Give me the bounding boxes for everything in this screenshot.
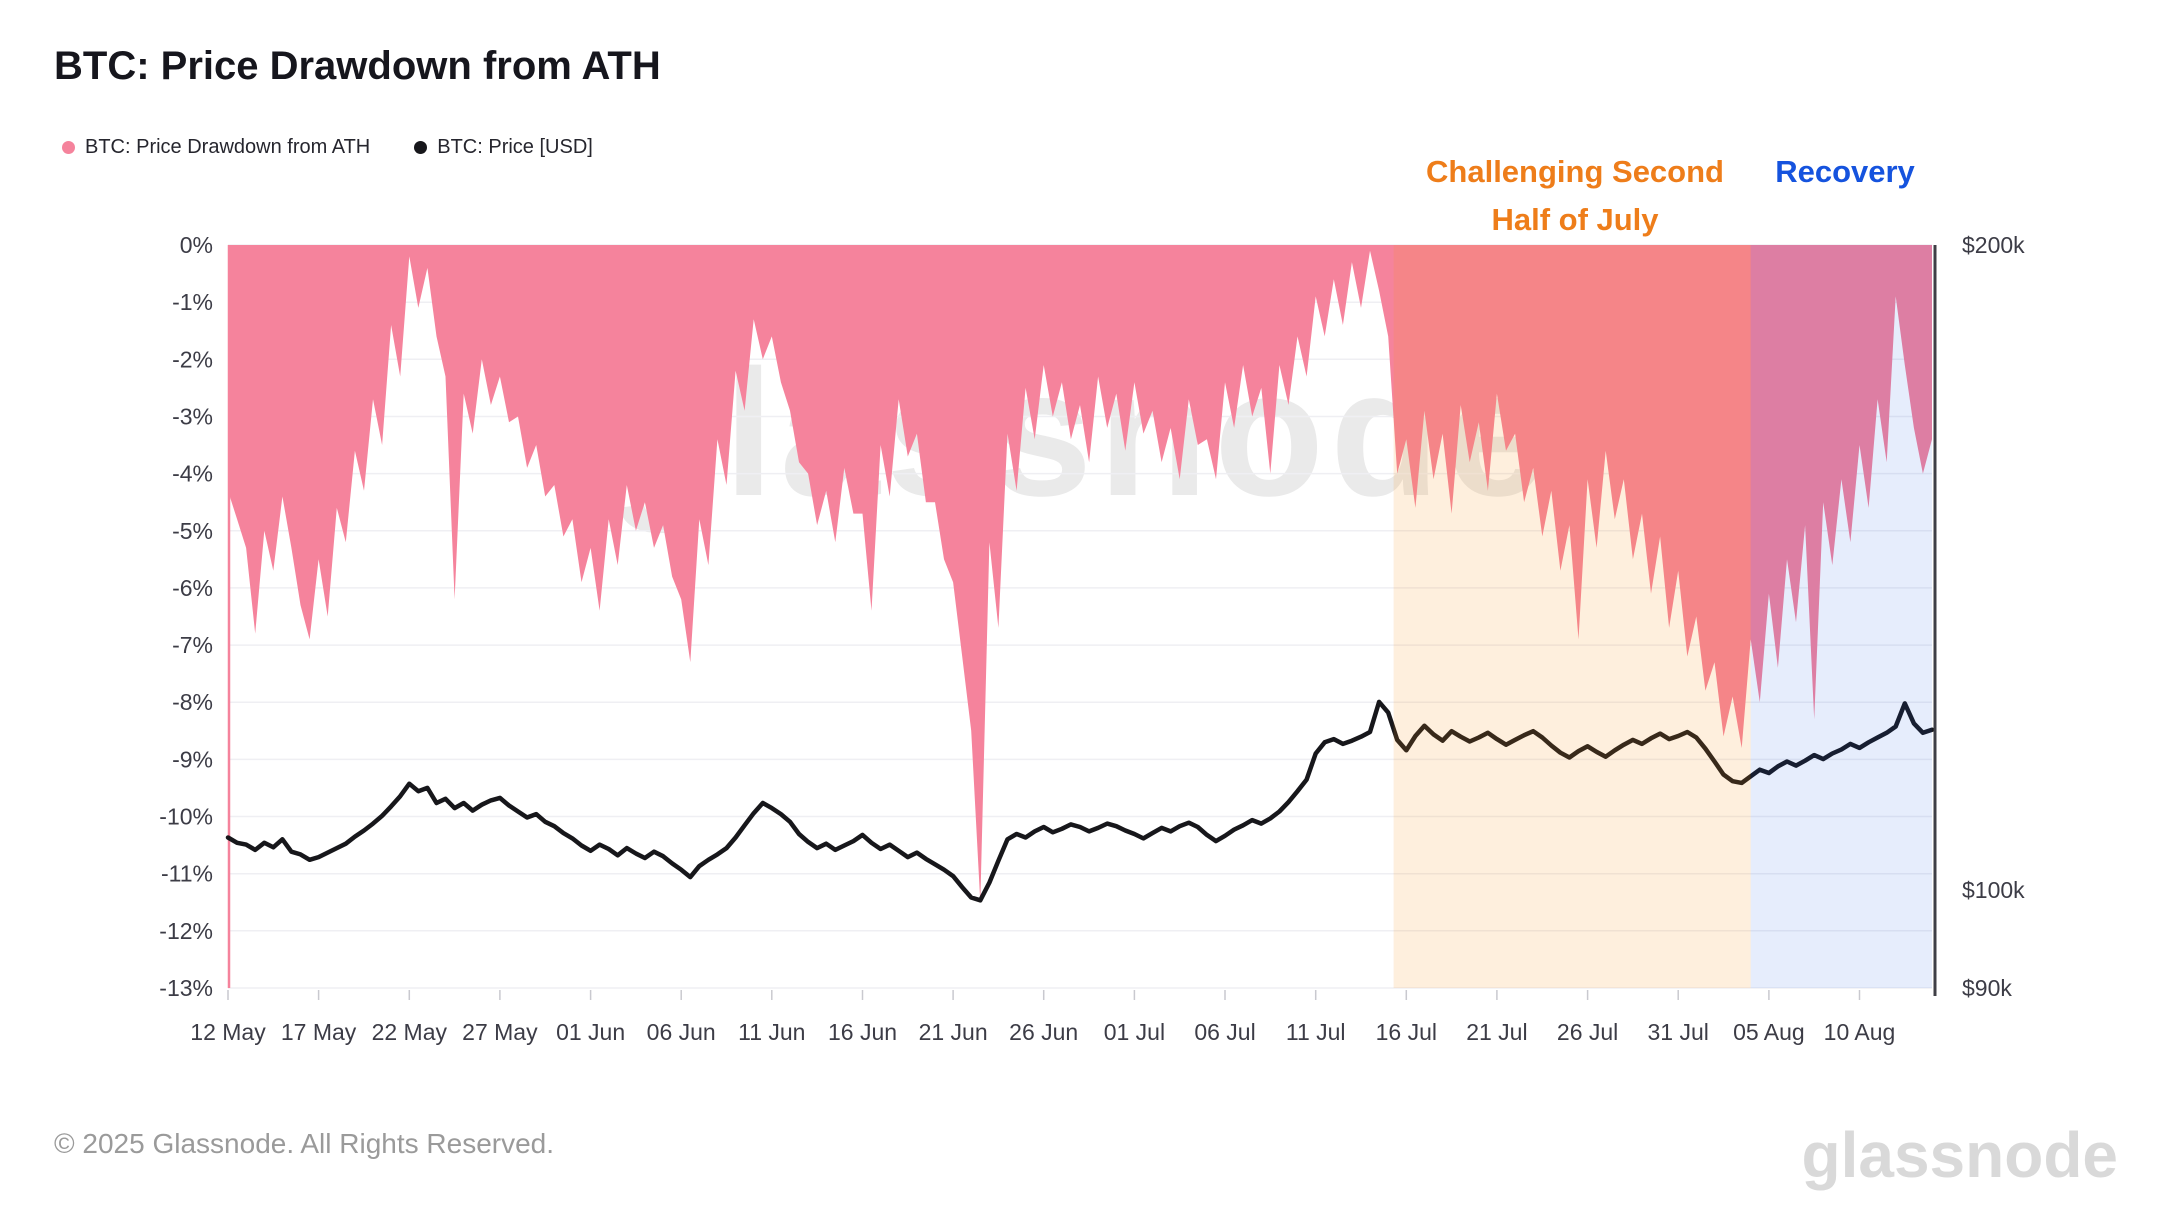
x-tick-label: 31 Jul [1648, 1019, 1709, 1045]
drawdown-series-dot-icon [62, 141, 75, 154]
x-tick-label: 06 Jun [647, 1019, 716, 1045]
y-right-tick-label: $200k [1962, 232, 2025, 258]
y-left-tick-label: -1% [172, 289, 213, 315]
price-series-dot-icon [414, 141, 428, 154]
y-left-tick-label: -6% [172, 575, 213, 601]
annotation-recovery: Recovery [1760, 148, 1930, 196]
legend-item-drawdown[interactable]: BTC: Price Drawdown from ATH [62, 136, 370, 159]
legend-item-price[interactable]: BTC: Price [USD] [414, 136, 593, 159]
y-left-tick-label: -5% [172, 518, 213, 544]
x-tick-label: 06 Jul [1194, 1019, 1255, 1045]
y-left-tick-label: -11% [161, 861, 213, 887]
price-line-series [225, 699, 1935, 903]
glassnode-logo: glassnode [1801, 1119, 2118, 1191]
footer-copyright: © 2025 Glassnode. All Rights Reserved. [54, 1128, 555, 1159]
region-challenging [1393, 245, 1751, 988]
y-left-tick-label: -12% [159, 918, 213, 944]
region-recovery [1750, 245, 1932, 988]
y-right-tick-label: $90k [1962, 975, 2012, 1001]
x-tick-label: 01 Jul [1104, 1019, 1165, 1045]
drawdown-area-series [228, 245, 1932, 903]
x-tick-label: 05 Aug [1733, 1019, 1805, 1045]
x-tick-label: 17 May [281, 1019, 357, 1045]
y-left-tick-label: 0% [180, 232, 213, 258]
y-left-tick-label: -8% [172, 689, 213, 715]
legend: BTC: Price Drawdown from ATH BTC: Price … [62, 136, 593, 159]
y-left-tick-label: -2% [172, 346, 213, 372]
x-tick-label: 11 Jun [738, 1019, 805, 1045]
annotation-challenging-second-half-of-july: Challenging Second Half of July [1380, 148, 1770, 244]
annotation-line: Challenging Second [1426, 154, 1724, 189]
x-tick-label: 22 May [372, 1019, 448, 1045]
x-tick-label: 11 Jul [1286, 1019, 1346, 1045]
x-tick-label: 26 Jun [1009, 1019, 1078, 1045]
x-tick-label: 01 Jun [556, 1019, 625, 1045]
y-left-tick-label: -3% [172, 404, 213, 430]
x-tick-label: 21 Jul [1466, 1019, 1527, 1045]
legend-label-price: BTC: Price [USD] [437, 136, 593, 158]
y-left-axis: 0% -1% -2% -3% -4% -5% -6% -7% -8% -9% -10% -11% -12… [159, 232, 213, 1001]
y-left-tick-label: -10% [159, 804, 213, 830]
page-title: BTC: Price Drawdown from ATH [54, 44, 661, 88]
annotation-line: Recovery [1775, 154, 1915, 189]
y-left-tick-label: -7% [172, 632, 213, 658]
legend-label-drawdown: BTC: Price Drawdown from ATH [85, 136, 371, 158]
annotation-line: Half of July [1491, 202, 1659, 237]
x-tick-label: 12 May [190, 1019, 266, 1045]
x-tick-label: 16 Jul [1376, 1019, 1437, 1045]
y-right-axis: $200k $100k $90k [1962, 232, 2025, 1001]
x-tick-label: 27 May [462, 1019, 538, 1045]
y-left-tick-label: -13% [159, 975, 213, 1001]
x-tick-label: 10 Aug [1824, 1019, 1896, 1045]
y-right-tick-label: $100k [1962, 877, 2025, 903]
y-left-tick-label: -9% [172, 746, 213, 772]
x-tick-label: 21 Jun [919, 1019, 988, 1045]
x-tick-label: 26 Jul [1557, 1019, 1618, 1045]
x-tick-label: 16 Jun [828, 1019, 897, 1045]
y-left-tick-label: -4% [172, 461, 213, 487]
x-axis: 12 May 17 May 22 May 27 May 01 Jun 06 Jun 11 J… [190, 990, 1895, 1045]
